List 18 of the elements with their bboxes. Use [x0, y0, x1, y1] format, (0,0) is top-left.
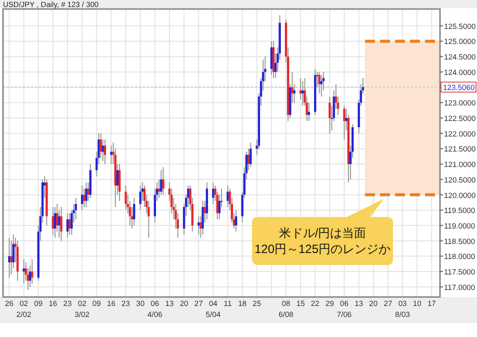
candlestick	[133, 197, 136, 226]
candlestick	[343, 105, 346, 140]
candlestick	[234, 210, 238, 232]
candlestick	[139, 185, 142, 211]
candlestick	[85, 182, 88, 208]
candlestick	[270, 40, 273, 76]
candlestick	[212, 182, 214, 204]
annotation: 米ドル/円は当面 120円～125円のレンジか	[254, 226, 391, 256]
candlestick	[226, 185, 229, 208]
candlestick	[118, 164, 121, 202]
candlestick	[160, 170, 162, 196]
candlestick	[328, 96, 331, 134]
candlestick	[104, 138, 106, 165]
candlestick	[250, 142, 252, 168]
candlestick	[202, 200, 204, 236]
candlestick	[318, 71, 320, 94]
candlestick	[124, 185, 127, 211]
candlestick	[162, 166, 164, 196]
